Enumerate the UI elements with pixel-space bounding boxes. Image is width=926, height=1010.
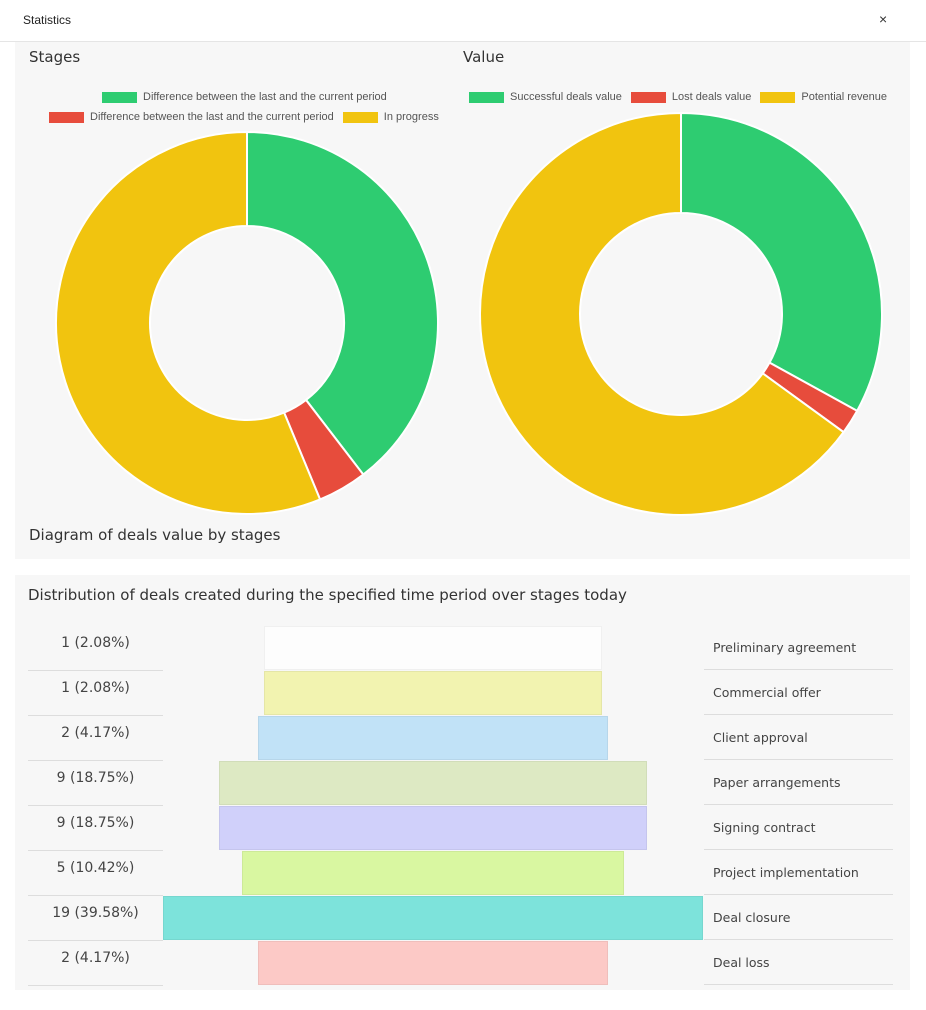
funnel-stage-label: Client approval xyxy=(704,715,893,760)
funnel-stage-label: Commercial offer xyxy=(704,670,893,715)
funnel-stage-label: Signing contract xyxy=(704,805,893,850)
funnel-value-label: 5 (10.42%) xyxy=(28,850,163,896)
panel-footer: Diagram of deals value by stages xyxy=(29,526,281,544)
funnel-stage-label: Paper arrangements xyxy=(704,760,893,805)
stages-donut xyxy=(55,111,883,516)
funnel-panel: Distribution of deals created during the… xyxy=(15,575,910,990)
funnel-value-label: 2 (4.17%) xyxy=(28,715,163,761)
legend-label: Lost deals value xyxy=(671,91,752,103)
stages-slice[interactable] xyxy=(246,130,439,476)
funnel-stage-label: Project implementation xyxy=(704,850,893,895)
funnel-value-label: 1 (2.08%) xyxy=(28,670,163,716)
funnel-value-label: 1 (2.08%) xyxy=(28,625,163,671)
stages-title: Stages xyxy=(29,48,81,66)
funnel-bar[interactable] xyxy=(241,851,625,895)
legend-item[interactable]: Difference between the last and the curr… xyxy=(102,91,387,103)
funnel-stage-label: Deal closure xyxy=(704,895,893,940)
dialog-header: Statistics × xyxy=(0,0,926,42)
legend-label: Difference between the last and the curr… xyxy=(143,91,387,103)
funnel-value-label: 19 (39.58%) xyxy=(28,895,163,941)
legend-item[interactable]: In progress xyxy=(342,111,439,123)
donut-panel: Stages Value Difference between the last… xyxy=(15,42,910,559)
value-title: Value xyxy=(463,48,505,66)
funnel-bar[interactable] xyxy=(264,671,602,715)
value-slice[interactable] xyxy=(680,111,883,413)
funnel-stage-label: Preliminary agreement xyxy=(704,625,893,670)
stages-slice[interactable] xyxy=(55,130,322,515)
legend-item[interactable]: Lost deals value xyxy=(630,91,752,103)
close-icon[interactable]: × xyxy=(879,11,888,27)
funnel-bar[interactable] xyxy=(219,761,647,805)
legend-label: Successful deals value xyxy=(510,91,622,103)
funnel-value-label: 9 (18.75%) xyxy=(28,805,163,851)
legend-label: Potential revenue xyxy=(801,91,888,103)
legend-item[interactable]: Difference between the last and the curr… xyxy=(49,111,334,123)
funnel-value-label: 9 (18.75%) xyxy=(28,760,163,806)
funnel-title: Distribution of deals created during the… xyxy=(28,586,627,604)
legend-item[interactable]: Successful deals value xyxy=(469,91,622,103)
dialog-title: Statistics xyxy=(23,13,72,27)
funnel-stage-label: Deal loss xyxy=(704,940,893,985)
stages-legend-row1: Difference between the last and the curr… xyxy=(102,91,396,103)
value-slice[interactable] xyxy=(479,111,846,516)
legend-label: Difference between the last and the curr… xyxy=(90,111,334,123)
value-legend: Successful deals value Lost deals value … xyxy=(469,91,896,103)
stages-legend-row2: Difference between the last and the curr… xyxy=(49,111,448,123)
legend-item[interactable]: Potential revenue xyxy=(760,91,887,103)
funnel-bar[interactable] xyxy=(258,941,608,985)
legend-label: In progress xyxy=(383,111,439,123)
funnel-bar[interactable] xyxy=(264,626,602,670)
funnel-bar[interactable] xyxy=(219,806,647,850)
funnel-bar[interactable] xyxy=(163,896,703,940)
funnel-bar[interactable] xyxy=(258,716,608,760)
funnel-value-label: 2 (4.17%) xyxy=(28,940,163,986)
